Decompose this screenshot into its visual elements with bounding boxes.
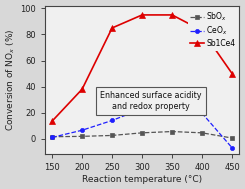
- CeO$_x$: [201, 112, 204, 114]
- Y-axis label: Conversion of NO$_x$ (%): Conversion of NO$_x$ (%): [5, 29, 17, 131]
- Line: CeO$_x$: CeO$_x$: [50, 97, 234, 150]
- CeO$_x$: [171, 98, 173, 100]
- Sb1Ce4: [201, 29, 204, 32]
- Line: Sb1Ce4: Sb1Ce4: [49, 12, 235, 124]
- CeO$_x$: [141, 108, 144, 110]
- CeO$_x$: [81, 129, 84, 131]
- Text: Enhanced surface acidity
and redox property: Enhanced surface acidity and redox prope…: [100, 91, 202, 111]
- Sb1Ce4: [51, 120, 54, 122]
- Sb1Ce4: [81, 88, 84, 90]
- Sb1Ce4: [141, 14, 144, 16]
- Sb1Ce4: [231, 72, 233, 75]
- Sb1Ce4: [171, 14, 173, 16]
- SbO$_x$: [141, 132, 144, 134]
- SbO$_x$: [171, 130, 173, 133]
- SbO$_x$: [51, 136, 54, 138]
- CeO$_x$: [231, 147, 233, 149]
- CeO$_x$: [111, 119, 114, 122]
- Line: SbO$_x$: SbO$_x$: [50, 129, 234, 140]
- Sb1Ce4: [111, 27, 114, 29]
- Legend: SbO$_x$, CeO$_x$, Sb1Ce4: SbO$_x$, CeO$_x$, Sb1Ce4: [188, 8, 237, 50]
- SbO$_x$: [111, 134, 114, 137]
- SbO$_x$: [231, 137, 233, 139]
- SbO$_x$: [81, 135, 84, 137]
- X-axis label: Reaction temperature (°C): Reaction temperature (°C): [82, 175, 202, 184]
- CeO$_x$: [51, 136, 54, 139]
- SbO$_x$: [201, 132, 204, 134]
